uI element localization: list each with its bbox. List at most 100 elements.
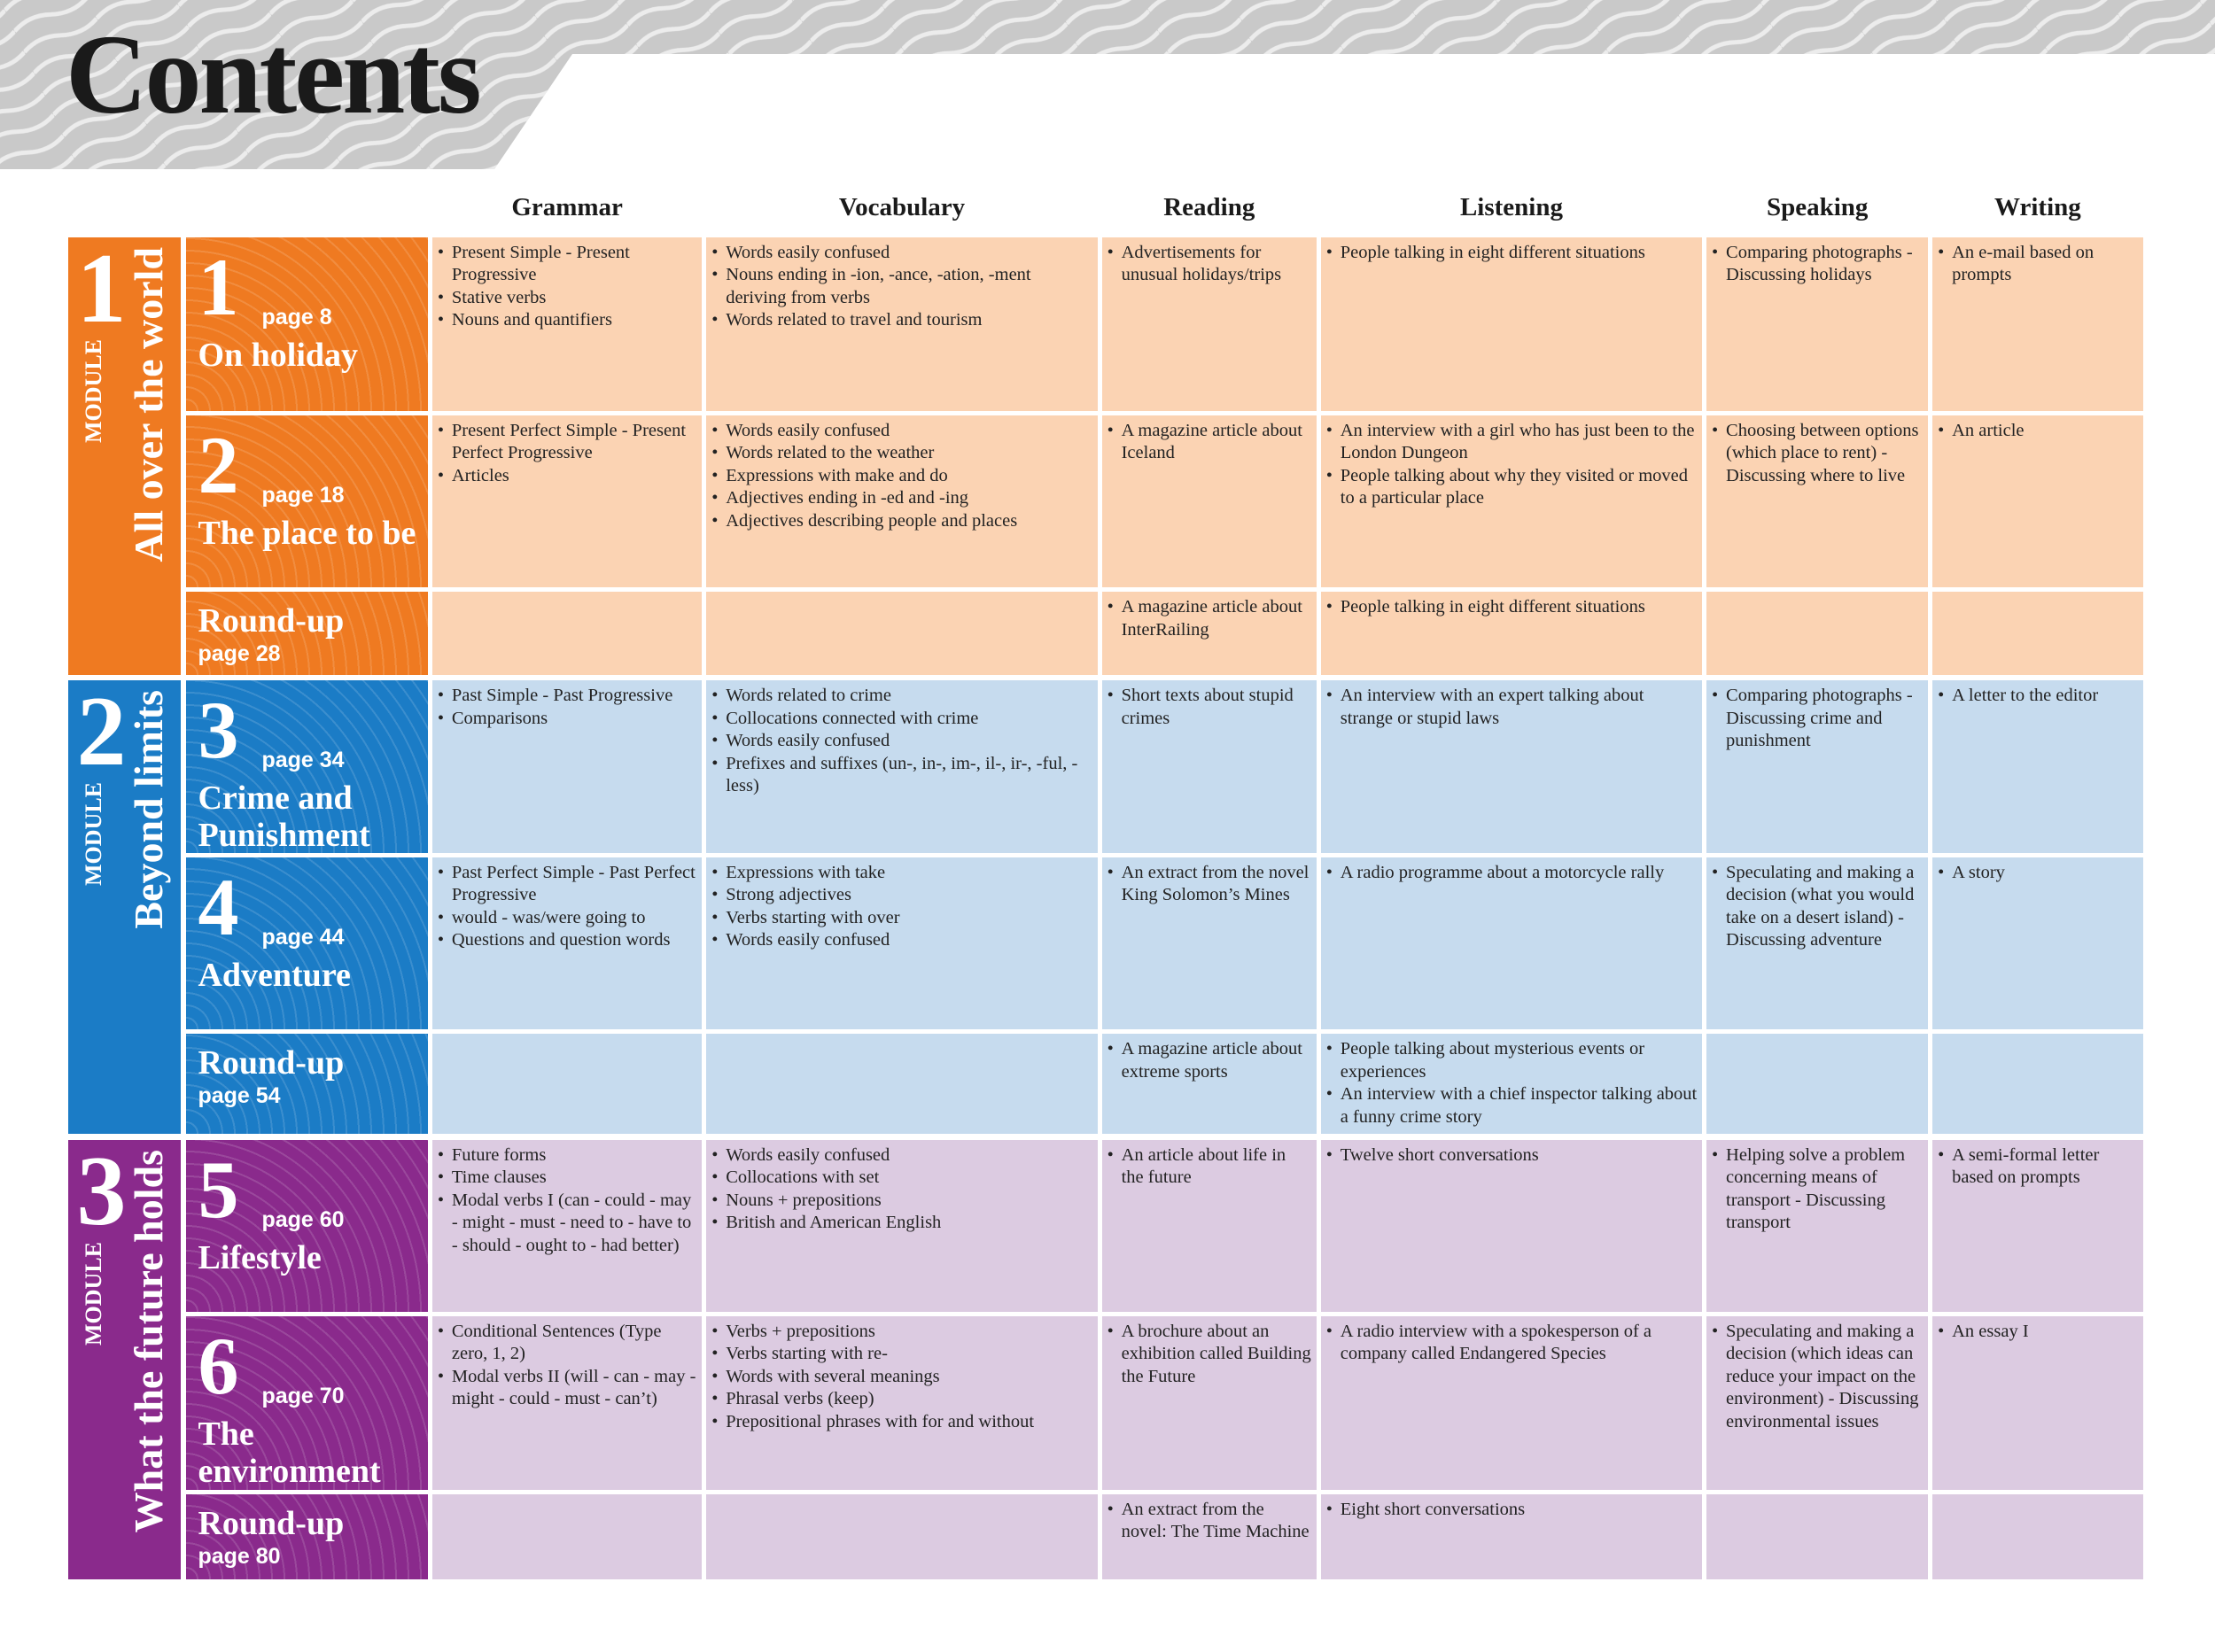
bullet-item: An extract from the novel King Solomon’s…	[1108, 862, 1311, 907]
unit-block: Round-up page 28	[186, 592, 429, 676]
table-cell: A magazine article about extreme sports	[1101, 1034, 1317, 1135]
table-cell	[431, 1493, 703, 1579]
bullet-list: An article	[1938, 420, 2138, 443]
bullet-list: Words easily confusedWords related to th…	[711, 420, 1092, 533]
bullet-item: A magazine article about extreme sports	[1108, 1038, 1311, 1083]
module-label: MODULE	[80, 1241, 106, 1346]
table-cell: An essay I	[1932, 1315, 2143, 1491]
unit-number: 1	[198, 241, 239, 332]
table-cell: A magazine article about Iceland	[1101, 415, 1317, 588]
unit-title: Lifestyle	[198, 1238, 322, 1276]
table-cell: Comparing photographs - Discussing holid…	[1706, 237, 1929, 411]
bullet-list: Comparing photographs - Discussing crime…	[1712, 685, 1923, 753]
unit-block: Round-up page 80	[186, 1493, 429, 1579]
bullet-item: An extract from the novel: The Time Mach…	[1108, 1499, 1311, 1544]
bullet-item: A semi-formal letter based on prompts	[1938, 1144, 2138, 1190]
table-cell: Words easily confusedWords related to th…	[706, 415, 1098, 588]
table-cell: A magazine article about InterRailing	[1101, 592, 1317, 676]
bullet-item: An e-mail based on prompts	[1938, 242, 2138, 287]
table-cell	[706, 1034, 1098, 1135]
bullet-item: Words easily confused	[711, 1144, 1092, 1167]
table-cell: An article about life in the future	[1101, 1139, 1317, 1313]
table-cell: Expressions with takeStrong adjectivesVe…	[706, 857, 1098, 1030]
bullet-item: Verbs + prepositions	[711, 1321, 1092, 1344]
bullet-item: Conditional Sentences (Type zero, 1, 2)	[438, 1321, 697, 1366]
bullet-item: Words easily confused	[711, 242, 1092, 265]
unit-block: 4 page 44 Adventure	[186, 857, 429, 1030]
table-cell: Present Perfect Simple - Present Perfect…	[431, 415, 703, 588]
column-header: Listening	[1459, 193, 1563, 222]
module-title: What the future holds	[125, 1149, 171, 1533]
bullet-item: An interview with a chief inspector talk…	[1326, 1083, 1697, 1128]
bullet-list: Present Simple - Present ProgressiveStat…	[438, 242, 697, 332]
table-cell: Speculating and making a decision (what …	[1706, 857, 1929, 1030]
module-number: 2	[76, 677, 127, 787]
bullet-item: would - was/were going to	[438, 907, 697, 930]
table-cell	[1932, 592, 2143, 676]
bullet-list: Eight short conversations	[1326, 1499, 1697, 1522]
bullet-item: Short texts about stupid crimes	[1108, 685, 1311, 730]
table-cell: Eight short conversations	[1320, 1493, 1703, 1579]
module-block: 1 MODULE All over the world	[67, 237, 182, 676]
bullet-item: Adjectives describing people and places	[711, 510, 1092, 533]
bullet-list: Choosing between options (which place to…	[1712, 420, 1923, 488]
bullet-item: People talking about mysterious events o…	[1326, 1038, 1697, 1083]
table-cell	[431, 1034, 703, 1135]
bullet-item: People talking in eight different situat…	[1326, 242, 1697, 265]
bullet-item: Adjectives ending in -ed and -ing	[711, 487, 1092, 510]
unit-title: The place to be	[198, 514, 416, 552]
column-header: Grammar	[511, 193, 623, 222]
unit-block: 2 page 18 The place to be	[186, 415, 429, 588]
unit-title: Round-up	[198, 602, 345, 640]
bullet-item: Present Simple - Present Progressive	[438, 242, 697, 287]
bullet-list: An interview with a girl who has just be…	[1326, 420, 1697, 510]
table-cell: A letter to the editor	[1932, 680, 2143, 853]
table-cell: A brochure about an exhibition called Bu…	[1101, 1315, 1317, 1491]
column-header: Vocabulary	[838, 193, 966, 222]
table-cell: A story	[1932, 857, 2143, 1030]
bullet-list: Verbs + prepositionsVerbs starting with …	[711, 1321, 1092, 1434]
bullet-list: A story	[1938, 862, 2138, 885]
bullet-list: People talking about mysterious events o…	[1326, 1038, 1697, 1128]
bullet-item: Choosing between options (which place to…	[1712, 420, 1923, 488]
unit-page: page 18	[261, 482, 345, 508]
table-cell: Words easily confusedCollocations with s…	[706, 1139, 1098, 1313]
unit-title: Round-up	[198, 1044, 345, 1082]
page-title: Contents	[66, 12, 482, 137]
bullet-item: Phrasal verbs (keep)	[711, 1388, 1092, 1411]
bullet-list: A semi-formal letter based on prompts	[1938, 1144, 2138, 1190]
column-header: Speaking	[1766, 193, 1869, 222]
unit-block: 1 page 8 On holiday	[186, 237, 429, 411]
bullet-list: An article about life in the future	[1108, 1144, 1311, 1190]
bullet-item: Comparing photographs - Discussing crime…	[1712, 685, 1923, 753]
bullet-item: Nouns ending in -ion, -ance, -ation, -me…	[711, 264, 1092, 309]
bullet-item: Stative verbs	[438, 287, 697, 310]
module-number: 3	[76, 1136, 127, 1246]
bullet-list: An e-mail based on prompts	[1938, 242, 2138, 287]
table-cell: People talking in eight different situat…	[1320, 592, 1703, 676]
table-cell	[1932, 1034, 2143, 1135]
column-header: Reading	[1163, 193, 1255, 222]
bullet-list: Expressions with takeStrong adjectivesVe…	[711, 862, 1092, 952]
bullet-item: Comparing photographs - Discussing holid…	[1712, 242, 1923, 287]
bullet-list: People talking in eight different situat…	[1326, 596, 1697, 619]
bullet-item: Present Perfect Simple - Present Perfect…	[438, 420, 697, 465]
table-cell: A radio interview with a spokesperson of…	[1320, 1315, 1703, 1491]
bullet-item: Words related to crime	[711, 685, 1092, 708]
bullet-list: Helping solve a problem concerning means…	[1712, 1144, 1923, 1235]
bullet-item: Speculating and making a decision (which…	[1712, 1321, 1923, 1434]
table-cell: A semi-formal letter based on prompts	[1932, 1139, 2143, 1313]
bullet-item: Nouns + prepositions	[711, 1190, 1092, 1213]
unit-page: page 28	[198, 641, 281, 667]
unit-page: page 54	[198, 1083, 281, 1109]
table-cell: Speculating and making a decision (which…	[1706, 1315, 1929, 1491]
bullet-item: A radio programme about a motorcycle ral…	[1326, 862, 1697, 885]
bullet-item: Verbs starting with over	[711, 907, 1092, 930]
bullet-item: An article	[1938, 420, 2138, 443]
bullet-item: Twelve short conversations	[1326, 1144, 1697, 1167]
bullet-item: A brochure about an exhibition called Bu…	[1108, 1321, 1311, 1389]
bullet-list: Words easily confusedCollocations with s…	[711, 1144, 1092, 1235]
unit-title: The environment	[198, 1415, 381, 1490]
unit-block: 5 page 60 Lifestyle	[186, 1139, 429, 1313]
bullet-item: Helping solve a problem concerning means…	[1712, 1144, 1923, 1235]
